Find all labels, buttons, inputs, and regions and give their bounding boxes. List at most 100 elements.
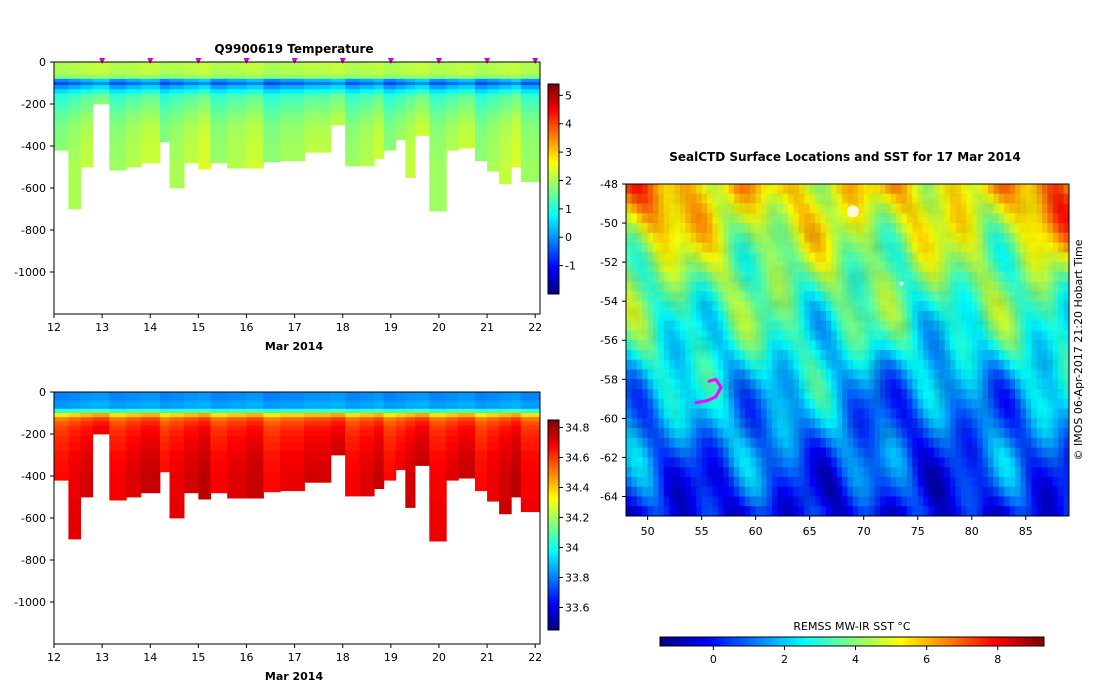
sst-cell bbox=[750, 457, 757, 468]
sst-cell bbox=[896, 193, 902, 205]
sst-cell bbox=[1042, 350, 1048, 361]
sst-cell bbox=[701, 389, 708, 400]
sst-cell bbox=[1020, 193, 1027, 205]
sst-cell bbox=[1047, 281, 1054, 292]
sst-cell bbox=[636, 203, 643, 214]
sst-cell bbox=[901, 350, 908, 361]
sst-cell bbox=[761, 379, 767, 390]
sst-cell bbox=[820, 359, 827, 371]
section-cell bbox=[520, 125, 540, 134]
section-cell bbox=[126, 421, 142, 426]
sst-cell bbox=[771, 467, 778, 478]
sst-cell bbox=[636, 213, 643, 224]
sst-cell bbox=[950, 428, 956, 439]
sst-cell bbox=[734, 291, 740, 302]
section-cell bbox=[183, 160, 199, 164]
salinity-colorbar bbox=[547, 419, 560, 631]
sst-cell bbox=[1058, 184, 1065, 195]
sst-cell bbox=[971, 486, 978, 497]
sst-cell bbox=[1015, 291, 1021, 302]
sst-cell bbox=[966, 242, 973, 253]
sst-cell bbox=[993, 193, 1000, 205]
sst-cell bbox=[669, 457, 676, 468]
sst-cell bbox=[852, 369, 859, 380]
sst-cell bbox=[663, 496, 670, 507]
section-cell bbox=[68, 106, 81, 113]
section-cell bbox=[383, 97, 397, 103]
sst-cell bbox=[777, 213, 784, 224]
sst-cell bbox=[680, 437, 686, 449]
sst-cell bbox=[842, 379, 848, 390]
sst-cell bbox=[626, 330, 632, 341]
section-cell bbox=[198, 471, 211, 485]
sst-cell bbox=[744, 486, 751, 497]
sst-cell bbox=[988, 252, 994, 263]
sst-cell bbox=[771, 232, 778, 244]
section-cell bbox=[405, 450, 416, 462]
sst-cell bbox=[825, 262, 832, 273]
section-cell bbox=[511, 413, 522, 418]
section-cell bbox=[198, 70, 211, 75]
sst-cell bbox=[1052, 262, 1059, 273]
sst-cell bbox=[685, 496, 692, 507]
sst-cell bbox=[1009, 359, 1016, 371]
sst-cell bbox=[750, 281, 757, 292]
sst-cell bbox=[852, 281, 859, 292]
section-cell bbox=[374, 78, 385, 83]
section-cell bbox=[405, 160, 416, 178]
sst-cell bbox=[663, 213, 670, 224]
sst-cell bbox=[798, 281, 805, 292]
sst-cell bbox=[923, 223, 929, 234]
sst-cell bbox=[809, 252, 816, 263]
sst-cell bbox=[717, 437, 724, 449]
section-cell bbox=[169, 425, 185, 431]
sst-cell bbox=[901, 359, 908, 371]
section-cell bbox=[475, 118, 488, 126]
sst-cell bbox=[912, 379, 919, 390]
section-cell bbox=[511, 70, 522, 75]
sst-cell bbox=[685, 184, 692, 195]
sst-cell bbox=[804, 359, 811, 371]
sst-cell bbox=[723, 506, 730, 516]
sst-cell bbox=[701, 310, 708, 322]
sst-cell bbox=[869, 486, 875, 497]
sst-cell bbox=[734, 457, 740, 468]
sst-cell bbox=[961, 281, 967, 292]
sst-cell bbox=[1004, 340, 1011, 351]
sst-cell bbox=[793, 379, 800, 390]
sst-cell bbox=[815, 203, 821, 214]
sst-cell bbox=[933, 320, 940, 331]
section-cell bbox=[54, 78, 69, 83]
section-cell bbox=[383, 408, 397, 414]
section-cell bbox=[405, 392, 416, 401]
section-cell bbox=[140, 118, 161, 126]
colorbar-tick-label: 34.2 bbox=[565, 512, 590, 525]
sst-cell bbox=[933, 213, 940, 224]
sst-cell bbox=[1036, 418, 1043, 429]
section-cell bbox=[304, 125, 332, 134]
sst-cell bbox=[777, 457, 784, 468]
sst-cell bbox=[928, 242, 935, 253]
section-cell bbox=[210, 425, 228, 431]
sst-cell bbox=[1063, 301, 1069, 312]
section-cell bbox=[395, 408, 406, 414]
sst-cell bbox=[696, 281, 703, 292]
sst-cell bbox=[906, 486, 913, 497]
sst-cell bbox=[1042, 203, 1048, 214]
sst-cell bbox=[858, 496, 865, 507]
section-cell bbox=[405, 112, 416, 120]
sst-cell bbox=[750, 271, 757, 283]
sst-cell bbox=[933, 457, 940, 468]
section-cell bbox=[80, 85, 94, 90]
sst-cell bbox=[1052, 467, 1059, 478]
sst-cell bbox=[944, 369, 951, 380]
sst-cell bbox=[771, 359, 778, 371]
sst-cell bbox=[971, 350, 978, 361]
sst-cell bbox=[723, 418, 730, 429]
section-cell bbox=[383, 471, 397, 481]
section-cell bbox=[499, 421, 512, 426]
section-cell bbox=[263, 133, 281, 147]
x-tick-label: 17 bbox=[288, 321, 302, 334]
sst-cell bbox=[847, 418, 854, 429]
sst-cell bbox=[685, 476, 692, 488]
